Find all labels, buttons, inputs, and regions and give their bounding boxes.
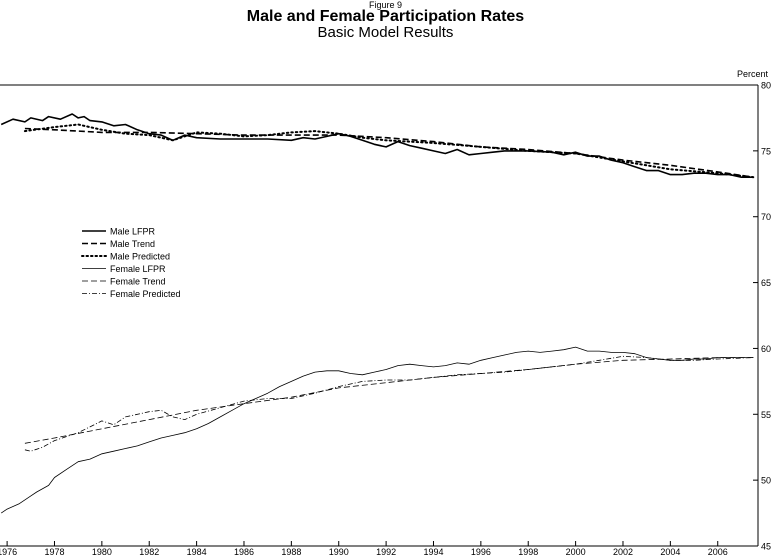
x-tick-label: 1976 xyxy=(0,547,17,556)
series-line-female-predicted xyxy=(24,355,754,452)
x-tick-label: 1988 xyxy=(281,547,301,556)
x-tick-label: 1978 xyxy=(44,547,64,556)
x-tick-label: 1980 xyxy=(92,547,112,556)
x-tick-label: 2004 xyxy=(660,547,680,556)
chart-series xyxy=(0,113,755,514)
legend-label: Female Trend xyxy=(110,277,166,287)
series-line-male-trend xyxy=(24,127,754,178)
legend-label: Female Predicted xyxy=(110,289,181,299)
x-tick-label: 1994 xyxy=(423,547,443,556)
x-tick-label: 1996 xyxy=(471,547,491,556)
y-tick-label: 70 xyxy=(761,212,771,222)
y-tick-label: 75 xyxy=(761,146,771,156)
y-tick-label: 65 xyxy=(761,278,771,288)
y-tick-label: 80 xyxy=(761,81,771,91)
y-tick-label: 45 xyxy=(761,542,771,552)
y-tick-label: 60 xyxy=(761,344,771,354)
x-tick-label: 1986 xyxy=(234,547,254,556)
x-tick-label: 1992 xyxy=(376,547,396,556)
chart-legend: Male LFPR Male Trend Male Predicted Female … xyxy=(81,227,181,299)
legend-label: Male Trend xyxy=(110,239,155,249)
y-axis-label: Percent xyxy=(737,69,769,79)
chart-axes: 45 50 55 60 65 70 75 80 Percent 1976 1978 1980 1982 1… xyxy=(0,69,771,556)
x-tick-label: 1984 xyxy=(187,547,207,556)
chart-subtitle: Basic Model Results xyxy=(317,24,454,41)
x-tick-label: 2002 xyxy=(613,547,633,556)
series-line-female-lfpr xyxy=(0,346,754,514)
series-line-male-lfpr xyxy=(0,113,754,178)
y-tick-label: 55 xyxy=(761,410,771,420)
series-line-male-predicted xyxy=(23,123,755,179)
chart-title: Male and Female Participation Rates xyxy=(246,8,525,25)
x-tick-label: 1990 xyxy=(329,547,349,556)
series-line-female-trend xyxy=(24,357,754,444)
figure-label: Figure 9 xyxy=(368,0,403,10)
legend-label: Female LFPR xyxy=(110,264,166,274)
legend-label: Male Predicted xyxy=(110,252,170,262)
x-tick-label: 2000 xyxy=(566,547,586,556)
x-tick-label: 1998 xyxy=(518,547,538,556)
legend-label: Male LFPR xyxy=(110,227,156,237)
y-tick-label: 50 xyxy=(761,476,771,486)
x-tick-label: 2006 xyxy=(708,547,728,556)
x-tick-label: 1982 xyxy=(139,547,159,556)
